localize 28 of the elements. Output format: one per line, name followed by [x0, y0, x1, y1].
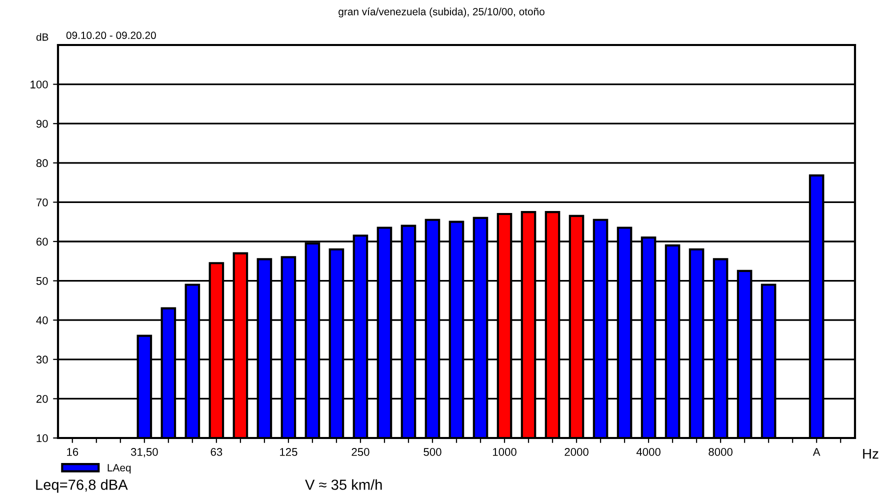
- x-tick-label: 63: [210, 448, 222, 456]
- y-tick-label: 20: [36, 394, 48, 403]
- y-tick-label: 80: [36, 159, 48, 168]
- y-tick-label: 40: [36, 316, 48, 324]
- x-tick-label: 1000: [493, 448, 516, 456]
- chart-subtitle: 09.10.20 - 09.20.20: [66, 32, 156, 40]
- x-tick-label: 8000: [708, 448, 732, 456]
- text: Leq=76,8 dBA: [36, 479, 128, 493]
- y-axis-title: dB: [36, 33, 48, 41]
- x-tick-label: A: [812, 448, 820, 456]
- x-tick-label: 500: [424, 448, 442, 456]
- y-tick-label: 70: [36, 198, 48, 206]
- legend-label: LAeq: [108, 464, 131, 474]
- y-tick-label: 90: [36, 120, 48, 128]
- x-tick-label: 2000: [564, 448, 588, 456]
- x-tick-label: 31,50: [130, 448, 158, 458]
- y-tick-label: 30: [36, 356, 48, 364]
- chart-title: gran vía/venezuela (subida), 25/10/00, otoño: [338, 8, 544, 18]
- x-tick-label: 16: [67, 448, 78, 456]
- x-axis-title: Hz: [863, 449, 878, 459]
- x-tick-label: 250: [352, 448, 370, 456]
- text: V ≈ 35 km/h: [305, 479, 382, 490]
- x-tick-label: 4000: [636, 448, 660, 456]
- y-tick-label: 60: [36, 238, 48, 246]
- y-tick-label: 100: [30, 80, 48, 88]
- y-tick-label: 50: [36, 277, 48, 285]
- x-tick-label: 125: [280, 448, 298, 456]
- y-tick-label: 10: [36, 434, 48, 442]
